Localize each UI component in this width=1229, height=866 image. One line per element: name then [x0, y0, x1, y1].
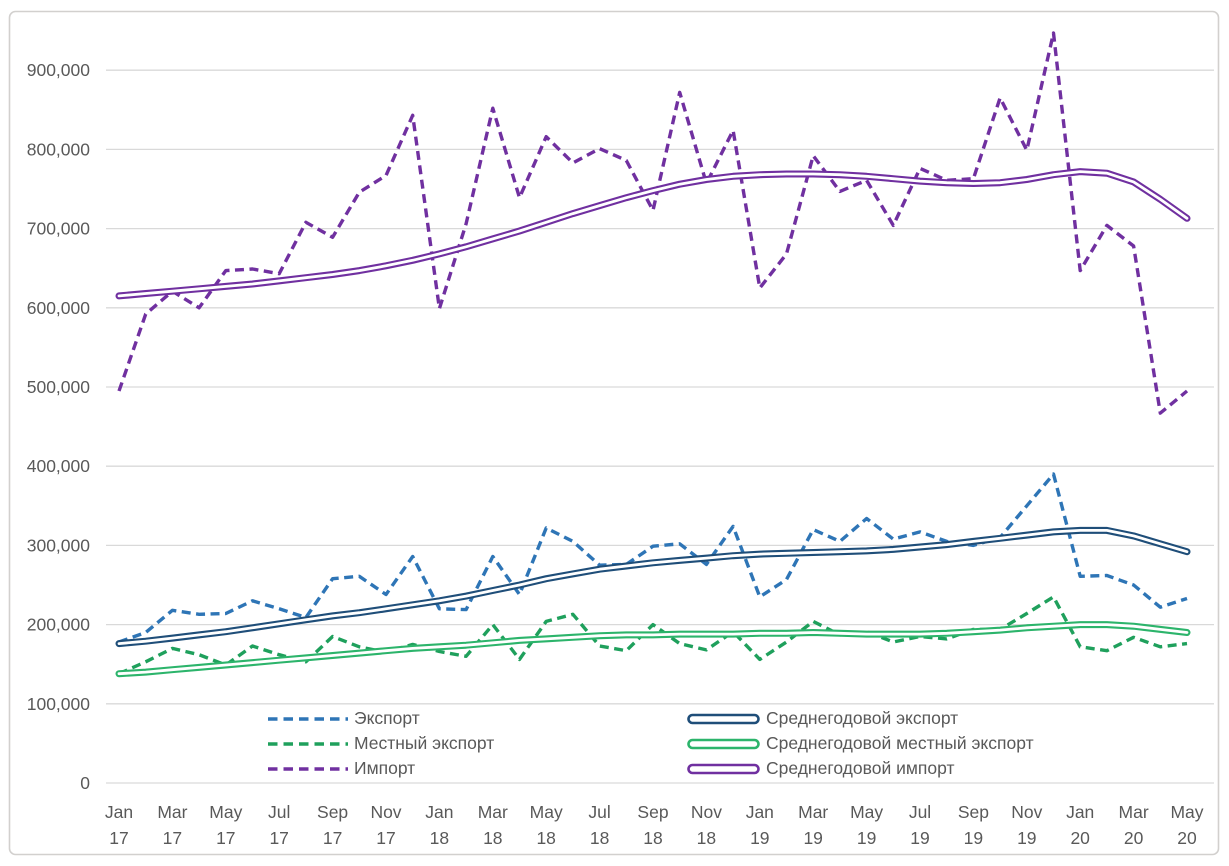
y-tick-label: 0 [80, 773, 90, 793]
x-tick-year-label: 17 [216, 828, 235, 848]
x-tick-month-label: Nov [370, 802, 401, 822]
x-tick-month-label: Jan [105, 802, 133, 822]
y-tick-label: 800,000 [27, 139, 91, 159]
x-tick-year-label: 18 [643, 828, 662, 848]
x-tick-year-label: 20 [1124, 828, 1144, 848]
x-tick-year-label: 17 [269, 828, 288, 848]
x-tick-year-label: 18 [590, 828, 609, 848]
legend-label-avg-local-export: Среднегодовой местный экспорт [766, 733, 1034, 753]
y-tick-label: 200,000 [27, 615, 91, 635]
x-tick-month-label: Sep [958, 802, 989, 822]
chart-border [8, 10, 1220, 856]
y-tick-label: 600,000 [27, 298, 91, 318]
x-tick-month-label: Jan [1066, 802, 1094, 822]
x-tick-year-label: 19 [803, 828, 822, 848]
x-tick-year-label: 20 [1070, 828, 1090, 848]
legend-label-avg-import: Среднегодовой импорт [766, 758, 955, 778]
y-tick-label: 700,000 [27, 219, 91, 239]
x-tick-year-label: 19 [910, 828, 929, 848]
legend-item-export[interactable]: Экспорт [267, 706, 420, 731]
series-line-core-5 [117, 170, 1189, 298]
x-tick-month-label: Sep [637, 802, 668, 822]
legend-swatch-avg-import-icon [687, 763, 760, 774]
x-tick-month-label: May [530, 802, 563, 822]
legend-swatch-avg-export-icon [687, 713, 760, 724]
legend-item-import[interactable]: Импорт [267, 756, 415, 781]
legend-label-import: Импорт [354, 758, 416, 778]
x-tick-month-label: May [209, 802, 242, 822]
y-tick-label: 100,000 [27, 694, 91, 714]
x-tick-month-label: Nov [691, 802, 722, 822]
x-tick-year-label: 18 [697, 828, 716, 848]
y-tick-label: 300,000 [27, 535, 91, 555]
x-tick-year-label: 18 [483, 828, 502, 848]
series-line-2 [117, 31, 1189, 415]
series-line-core-4 [117, 623, 1189, 676]
legend-label-local-export: Местный экспорт [354, 733, 495, 753]
legend-item-avg-local-export[interactable]: Среднегодовой местный экспорт [687, 731, 1034, 756]
x-tick-year-label: 19 [964, 828, 983, 848]
x-tick-month-label: May [1170, 802, 1203, 822]
x-tick-month-label: Sep [317, 802, 348, 822]
legend-item-avg-import[interactable]: Среднегодовой импорт [687, 756, 954, 781]
legend-label-export: Экспорт [354, 708, 420, 728]
x-tick-month-label: Jan [425, 802, 453, 822]
legend-swatch-import-icon [268, 766, 348, 771]
x-tick-year-label: 17 [376, 828, 395, 848]
legend-swatch-local-export-icon [268, 741, 348, 746]
x-tick-month-label: Mar [1119, 802, 1149, 822]
y-tick-label: 500,000 [27, 377, 91, 397]
x-tick-month-label: Jul [588, 802, 610, 822]
series-line-0 [118, 472, 1188, 644]
legend-item-avg-export[interactable]: Среднегодовой экспорт [687, 706, 958, 731]
y-tick-label: 400,000 [27, 456, 91, 476]
x-tick-month-label: Jan [746, 802, 774, 822]
x-tick-year-label: 19 [857, 828, 876, 848]
x-tick-year-label: 18 [536, 828, 555, 848]
x-tick-year-label: 20 [1177, 828, 1197, 848]
x-tick-year-label: 19 [1017, 828, 1036, 848]
legend-swatch-export-icon [268, 716, 348, 721]
x-tick-year-label: 18 [430, 828, 449, 848]
x-tick-year-label: 17 [109, 828, 128, 848]
x-tick-month-label: Jul [268, 802, 290, 822]
x-tick-month-label: Jul [909, 802, 931, 822]
x-tick-year-label: 19 [750, 828, 769, 848]
x-tick-month-label: May [850, 802, 883, 822]
y-tick-label: 900,000 [27, 60, 91, 80]
series-line-core-3 [117, 529, 1189, 645]
legend-item-local-export[interactable]: Местный экспорт [267, 731, 494, 756]
series-line-4 [115, 621, 1191, 678]
x-tick-month-label: Mar [478, 802, 508, 822]
x-tick-month-label: Mar [157, 802, 187, 822]
x-tick-year-label: 17 [163, 828, 182, 848]
x-tick-month-label: Nov [1011, 802, 1042, 822]
x-tick-year-label: 17 [323, 828, 342, 848]
legend-swatch-avg-local-export-icon [687, 738, 760, 749]
x-tick-month-label: Mar [798, 802, 828, 822]
legend-label-avg-export: Среднегодовой экспорт [766, 708, 959, 728]
